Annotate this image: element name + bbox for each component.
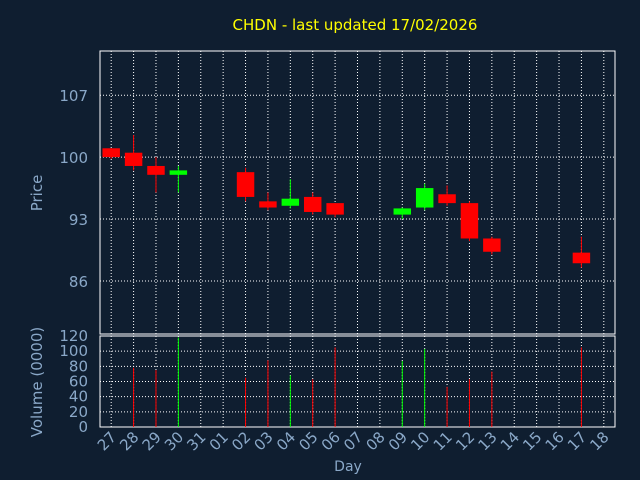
candle: [169, 165, 188, 193]
volume-axis-label: Volume (0000): [28, 327, 46, 437]
candle-body: [169, 170, 188, 175]
candle-body: [483, 238, 501, 252]
candle: [415, 183, 434, 211]
price-tick-label: 100: [59, 149, 88, 167]
volume-tick-label: 0: [78, 418, 88, 436]
chart-title: CHDN - last updated 17/02/2026: [233, 16, 478, 34]
volume-tick-label: 40: [69, 388, 88, 406]
candle-body: [415, 188, 434, 208]
candle: [483, 236, 501, 255]
price-tick-label: 107: [59, 87, 88, 105]
candle-body: [102, 148, 120, 158]
candle: [460, 201, 479, 242]
candle: [326, 203, 344, 218]
candle: [124, 135, 143, 171]
candle-body: [124, 152, 143, 166]
candles: [102, 135, 591, 268]
candle-body: [259, 201, 277, 208]
candle: [281, 179, 300, 209]
price-tick-label: 93: [69, 211, 88, 229]
volume-tick-label: 60: [69, 373, 88, 391]
volume-tick-label: 20: [69, 403, 88, 421]
candle-body: [393, 208, 412, 215]
candle-body: [303, 196, 322, 212]
candle: [572, 236, 591, 268]
candle: [236, 167, 255, 202]
candle: [393, 207, 412, 220]
volume-tick-label: 80: [69, 357, 88, 375]
candle-body: [147, 165, 165, 175]
candle: [259, 192, 277, 211]
candle-body: [460, 203, 479, 239]
candle-body: [326, 203, 344, 215]
candle-body: [281, 198, 300, 206]
volume-panel-frame: [99, 335, 616, 428]
candle: [438, 185, 456, 206]
volume-tick-label: 100: [59, 342, 88, 360]
price-panel-frame: [99, 50, 616, 335]
candle-body: [236, 172, 255, 197]
volume-tick-label: 120: [59, 327, 88, 345]
price-axis-label: Price: [28, 175, 46, 212]
day-tick-labels: 2728293031010203040506070809101112131415…: [94, 428, 613, 454]
price-tick-labels: 86 93 100 107: [59, 87, 88, 291]
candle: [102, 148, 120, 159]
day-axis-label: Day: [334, 459, 362, 475]
candle: [147, 157, 165, 193]
candle-body: [438, 194, 456, 204]
candle-body: [572, 252, 591, 264]
volume-bars: [133, 337, 582, 427]
candle: [303, 192, 322, 215]
price-tick-label: 86: [69, 273, 88, 291]
